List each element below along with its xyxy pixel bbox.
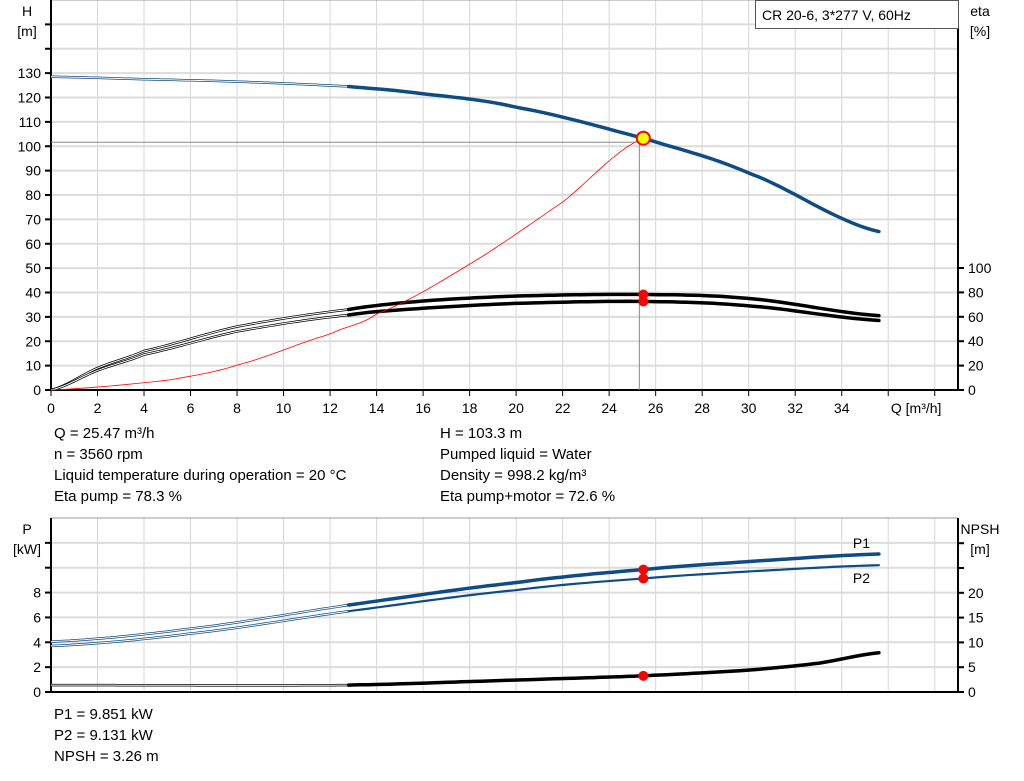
info-eta-pump-motor: Eta pump+motor = 72.6 %: [440, 488, 616, 505]
chart0-ytick-label-left: 90: [25, 163, 41, 179]
chart0-ytick-label-right: 80: [968, 284, 984, 300]
info-npsh: NPSH = 3.26 m: [54, 748, 159, 765]
chart1-p1-marker: [638, 564, 649, 575]
chart1-series-P1-thin-inner: [50, 604, 349, 643]
chart0-xtick-label: 6: [187, 400, 195, 416]
info-eta-pump: Eta pump = 78.3 %: [54, 488, 182, 505]
chart1-y-axis-unit-right: [m]: [970, 541, 989, 557]
chart1-ytick-label-right: 15: [968, 610, 984, 626]
chart0-ytick-label-left: 20: [25, 333, 41, 349]
info-p2: P2 = 9.131 kW: [54, 727, 153, 744]
chart0-xtick-label: 14: [369, 400, 385, 416]
chart1-ytick-label-right: 0: [968, 684, 976, 700]
chart1-ytick-label-left: 8: [33, 585, 41, 601]
chart0-ytick-label-left: 70: [25, 211, 41, 227]
chart0-xtick-label: 10: [276, 400, 292, 416]
chart0-y-axis-label-right: eta: [970, 3, 990, 19]
chart0-ytick-label-right: 20: [968, 358, 984, 374]
chart0-ytick-label-right: 40: [968, 333, 984, 349]
chart0-ytick-label-left: 30: [25, 309, 41, 325]
chart0-series-eta_pump-thin-inner: [50, 309, 349, 391]
chart0-ytick-label-right: 100: [968, 260, 992, 276]
chart0-y-axis-label-left: H: [22, 3, 32, 19]
chart0-xtick-label: 28: [694, 400, 710, 416]
chart1-ytick-label-left: 6: [33, 609, 41, 625]
chart0-ytick-label-left: 110: [19, 114, 42, 130]
chart0-ytick-label-left: 60: [25, 236, 41, 252]
chart1-ytick-label-right: 10: [968, 634, 984, 650]
chart0-eta-pump-motor-marker: [638, 296, 649, 307]
chart0-y-axis-unit-right: [%]: [970, 23, 990, 39]
chart0-xtick-label: 0: [47, 400, 55, 416]
chart1-series-P1-thin-outline: [50, 603, 349, 643]
chart0-series-eta_pump_motor-thin-inner: [50, 314, 349, 391]
chart0-xtick-label: 18: [462, 400, 478, 416]
chart0-ytick-label-left: 120: [18, 90, 42, 106]
chart1-p2-marker: [638, 573, 649, 584]
chart0-ytick-label-right: 0: [968, 382, 976, 398]
legend-box-text: CR 20-6, 3*277 V, 60Hz: [762, 7, 911, 23]
chart0-xtick-label: 16: [415, 400, 431, 416]
chart1-series-P2-thin-inner: [50, 610, 349, 647]
chart0-ytick-label-left: 0: [33, 382, 41, 398]
chart0-ytick-label-left: 80: [25, 187, 41, 203]
chart1-series-label-P2: P2: [853, 570, 870, 586]
chart0-series-H-thin-inner: [51, 76, 349, 87]
chart0-eta-pump-marker: [638, 289, 649, 300]
chart0-x-axis-label: Q [m³/h]: [891, 400, 942, 416]
chart1-series-P2: [347, 564, 880, 613]
chart0-ytick-label-left: 100: [18, 138, 42, 154]
chart0-xtick-label: 12: [322, 400, 338, 416]
info-temperature: Liquid temperature during operation = 20…: [54, 467, 347, 484]
chart1-ytick-label-right: 5: [968, 659, 976, 675]
chart1-series-NPSH: [346, 651, 881, 687]
info-h: H = 103.3 m: [440, 425, 523, 442]
chart0-xtick-label: 26: [648, 400, 664, 416]
chart0-y-axis-unit-left: [m]: [17, 23, 36, 39]
info-top-right: H = 103.3 m Pumped liquid = Water Densit…: [440, 423, 615, 507]
chart0-series-eta_pump_motor: [346, 299, 881, 323]
chart0-xtick-label: 8: [233, 400, 241, 416]
info-top-left: Q = 25.47 m³/h n = 3560 rpm Liquid tempe…: [54, 423, 346, 507]
chart1-series-label-P1: P1: [853, 535, 870, 551]
chart1-series-P1: [346, 552, 881, 607]
chart1-y-axis-label-left: P: [22, 521, 31, 537]
chart1-npsh-marker: [638, 670, 649, 681]
info-bottom: P1 = 9.851 kW P2 = 9.131 kW NPSH = 3.26 …: [54, 704, 159, 767]
info-q: Q = 25.47 m³/h: [54, 425, 155, 442]
chart0-xtick-label: 4: [140, 400, 148, 416]
chart0-ytick-label-right: 60: [968, 309, 984, 325]
chart0-series-H: [346, 84, 881, 234]
info-liquid: Pumped liquid = Water: [440, 446, 592, 463]
chart0-xtick-label: 32: [787, 400, 803, 416]
chart0-xtick-label: 22: [555, 400, 571, 416]
chart0-xtick-label: 30: [741, 400, 757, 416]
chart0-ytick-label-left: 50: [25, 260, 41, 276]
chart0-series-eta_pump_motor-thin-outline: [50, 313, 349, 392]
chart0-xtick-label: 20: [508, 400, 524, 416]
chart0-xtick-label: 24: [601, 400, 617, 416]
chart0-ytick-label-left: 130: [18, 65, 42, 81]
chart0-operating-point-marker: [635, 130, 651, 146]
chart0-ytick-label-left: 10: [25, 358, 41, 374]
chart1-y-axis-unit-left: [kW]: [13, 541, 41, 557]
chart1-ytick-label-left: 2: [33, 659, 41, 675]
chart1-ytick-label-left: 4: [33, 634, 41, 650]
chart1-ytick-label-right: 20: [968, 585, 984, 601]
chart0-series-eta_pump: [346, 292, 881, 318]
chart1-ytick-label-left: 0: [33, 684, 41, 700]
info-density: Density = 998.2 kg/m³: [440, 467, 587, 484]
info-p1: P1 = 9.851 kW: [54, 706, 153, 723]
info-speed: n = 3560 rpm: [54, 446, 143, 463]
chart0-xtick-label: 34: [834, 400, 850, 416]
chart1-y-axis-label-right: NPSH: [961, 521, 1000, 537]
chart0-series-system: [50, 137, 644, 391]
legend-box: [755, 0, 959, 29]
chart0-xtick-label: 2: [94, 400, 102, 416]
chart0-ytick-label-left: 40: [25, 285, 41, 301]
